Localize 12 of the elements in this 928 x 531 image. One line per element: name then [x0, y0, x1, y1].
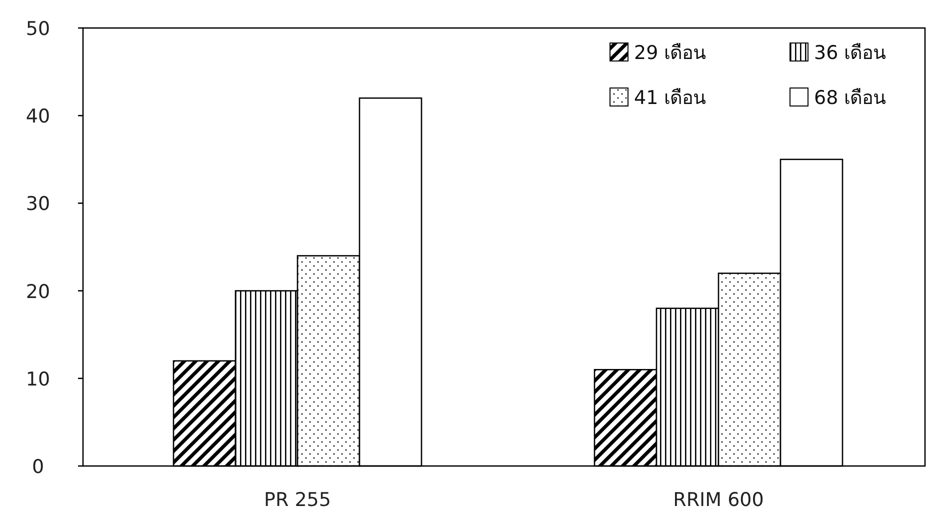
legend-label: 68 เดือน: [814, 87, 886, 109]
legend-label: 29 เดือน: [634, 42, 706, 64]
x-tick-label: PR 255: [264, 489, 331, 511]
x-tick-label: RRIM 600: [673, 489, 764, 511]
y-tick-label: 50: [26, 18, 50, 40]
y-tick-label: 0: [32, 456, 44, 478]
y-tick-label: 40: [26, 106, 50, 128]
y-tick-label: 10: [26, 368, 50, 390]
legend-label: 36 เดือน: [814, 42, 886, 64]
y-tick-label: 20: [26, 280, 50, 303]
y-tick-label: 30: [26, 193, 50, 216]
legend-label: 41 เดือน: [634, 87, 706, 109]
